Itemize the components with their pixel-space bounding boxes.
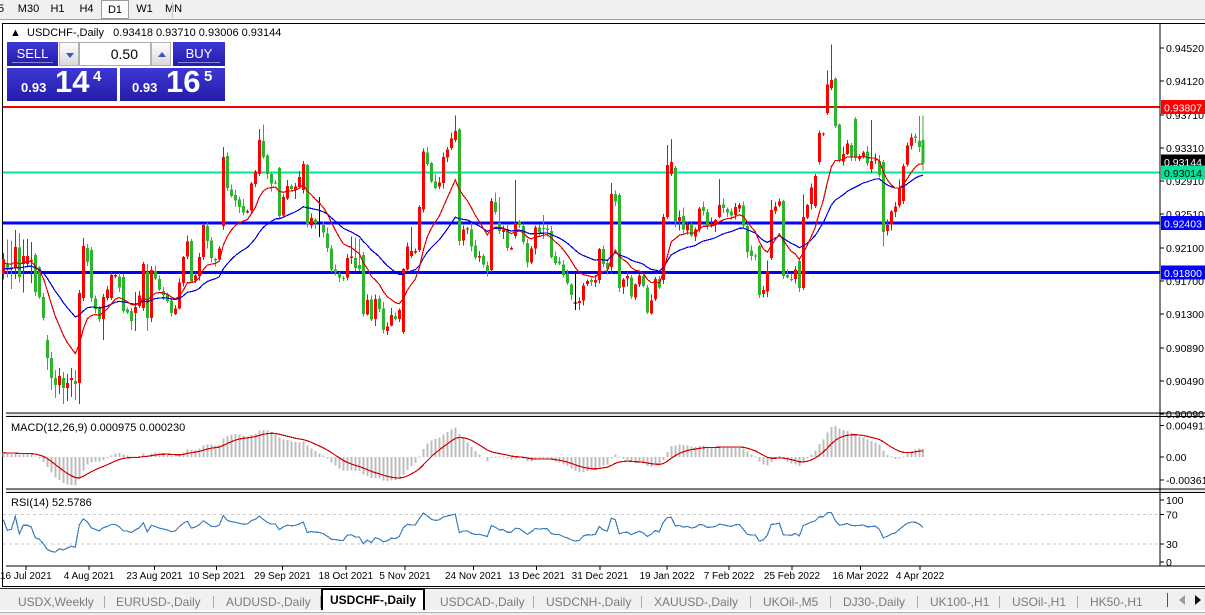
svg-text:31 Dec 2021: 31 Dec 2021	[572, 571, 629, 582]
svg-text:19 Jan 2022: 19 Jan 2022	[639, 571, 694, 582]
svg-text:0.93310: 0.93310	[1166, 143, 1204, 155]
svg-text:23 Aug 2021: 23 Aug 2021	[126, 571, 183, 582]
svg-text:70: 70	[1166, 510, 1178, 522]
svg-text:16 Jul 2021: 16 Jul 2021	[0, 571, 52, 582]
svg-text:5 Nov 2021: 5 Nov 2021	[379, 571, 431, 582]
svg-text:16 Mar 2022: 16 Mar 2022	[832, 571, 889, 582]
svg-text:0.93014: 0.93014	[1164, 168, 1202, 180]
svg-text:0.90490: 0.90490	[1166, 376, 1204, 388]
svg-text:10 Sep 2021: 10 Sep 2021	[188, 571, 245, 582]
svg-text:0.004913: 0.004913	[1166, 421, 1205, 433]
svg-text:0.90890: 0.90890	[1166, 343, 1204, 355]
svg-text:0.92403: 0.92403	[1164, 218, 1202, 230]
svg-text:4 Apr 2022: 4 Apr 2022	[896, 571, 945, 582]
svg-text:0.00: 0.00	[1166, 452, 1187, 464]
svg-text:0.92100: 0.92100	[1166, 243, 1204, 255]
svg-text:0.90090: 0.90090	[1166, 409, 1204, 421]
svg-text:100: 100	[1166, 495, 1184, 507]
svg-text:0.94120: 0.94120	[1166, 76, 1204, 88]
svg-text:0.91300: 0.91300	[1166, 309, 1204, 321]
svg-text:0.94520: 0.94520	[1166, 43, 1204, 55]
svg-text:13 Dec 2021: 13 Dec 2021	[508, 571, 565, 582]
svg-text:-0.00361: -0.00361	[1166, 475, 1205, 487]
svg-text:0.91800: 0.91800	[1164, 268, 1202, 280]
svg-text:24 Nov 2021: 24 Nov 2021	[445, 571, 502, 582]
svg-text:0: 0	[1166, 557, 1172, 569]
svg-text:25 Feb 2022: 25 Feb 2022	[764, 571, 821, 582]
svg-text:30: 30	[1166, 539, 1178, 551]
svg-text:7 Feb 2022: 7 Feb 2022	[704, 571, 755, 582]
svg-text:0.93807: 0.93807	[1164, 103, 1202, 115]
svg-text:29 Sep 2021: 29 Sep 2021	[254, 571, 311, 582]
svg-text:RSI(14) 52.5786: RSI(14) 52.5786	[11, 497, 92, 509]
svg-text:18 Oct 2021: 18 Oct 2021	[319, 571, 374, 582]
svg-text:4 Aug 2021: 4 Aug 2021	[64, 571, 115, 582]
svg-text:MACD(12,26,9) 0.000975 0.00023: MACD(12,26,9) 0.000975 0.000230	[11, 422, 185, 434]
